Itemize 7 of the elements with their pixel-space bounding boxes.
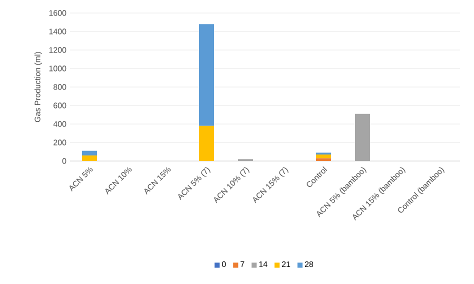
bar	[82, 155, 97, 161]
bar	[316, 158, 332, 161]
bar	[199, 24, 214, 126]
bar	[316, 154, 332, 158]
bar	[355, 114, 370, 161]
bar	[82, 150, 97, 156]
bar	[199, 126, 214, 161]
